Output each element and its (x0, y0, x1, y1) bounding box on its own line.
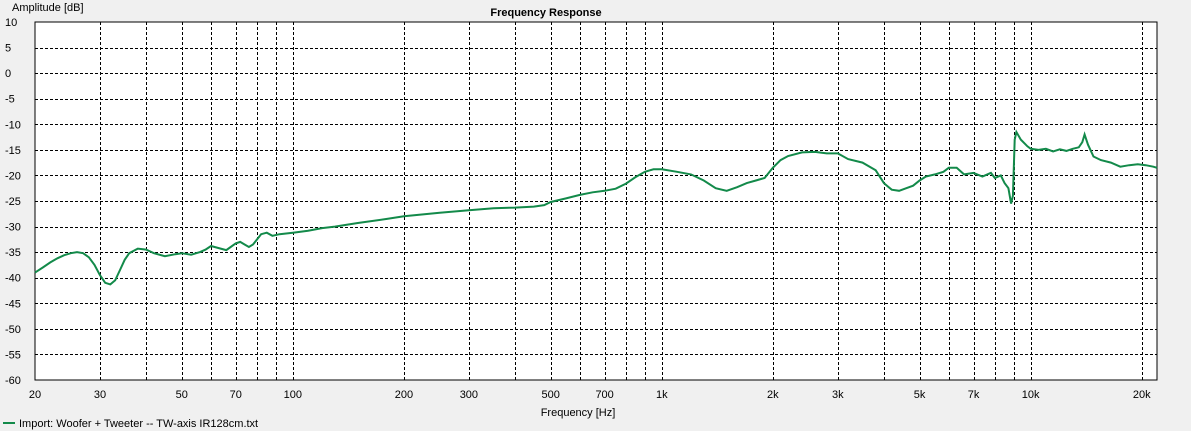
x-tick-label: 100 (284, 389, 302, 401)
y-tick-label: -15 (5, 145, 21, 157)
x-tick-label: 3k (832, 389, 844, 401)
x-tick-label: 2k (767, 389, 779, 401)
x-tick-label: 30 (94, 389, 106, 401)
x-tick-label: 70 (230, 389, 242, 401)
grid (35, 22, 1157, 380)
y-tick-label: -25 (5, 196, 21, 208)
x-tick-label: 200 (395, 389, 413, 401)
y-tick-label: -40 (5, 273, 21, 285)
x-tick-label: 20 (29, 389, 41, 401)
y-tick-label: -45 (5, 298, 21, 310)
y-tick-label: -60 (5, 375, 21, 387)
x-tick-label: 500 (542, 389, 560, 401)
x-tick-label: 300 (460, 389, 478, 401)
y-tick-label: 10 (5, 17, 17, 29)
y-tick-label: 0 (5, 68, 11, 80)
x-tick-label: 1k (656, 389, 668, 401)
x-tick-label: 5k (914, 389, 926, 401)
y-tick-label: -55 (5, 349, 21, 361)
chart-title: Frequency Response (490, 7, 601, 19)
y-tick-label: -30 (5, 222, 21, 234)
y-axis-title: Amplitude [dB] (12, 2, 84, 14)
y-tick-label: -20 (5, 170, 21, 182)
x-tick-label: 700 (595, 389, 613, 401)
x-tick-labels: 20 30 50 70 100 200 300 500 700 1k 2k 3k 5k 7k 10k 20k (29, 389, 1151, 401)
legend-label: Import: Woofer + Tweeter -- TW-axis IR12… (19, 418, 258, 430)
y-tick-label: -5 (5, 94, 15, 106)
x-tick-label: 20k (1133, 389, 1151, 401)
y-tick-label: -50 (5, 324, 21, 336)
y-tick-labels: 10 5 0 -5 -10 -15 -20 -25 -30 -35 -40 -45 -50 -55 -60 (5, 17, 21, 387)
x-tick-label: 7k (968, 389, 980, 401)
y-tick-label: -35 (5, 247, 21, 259)
x-tick-label: 10k (1022, 389, 1040, 401)
x-tick-label: 50 (176, 389, 188, 401)
y-tick-label: 5 (5, 43, 11, 55)
series-line (34, 129, 1158, 286)
x-axis-title: Frequency [Hz] (541, 407, 616, 419)
y-tick-label: -10 (5, 119, 21, 131)
